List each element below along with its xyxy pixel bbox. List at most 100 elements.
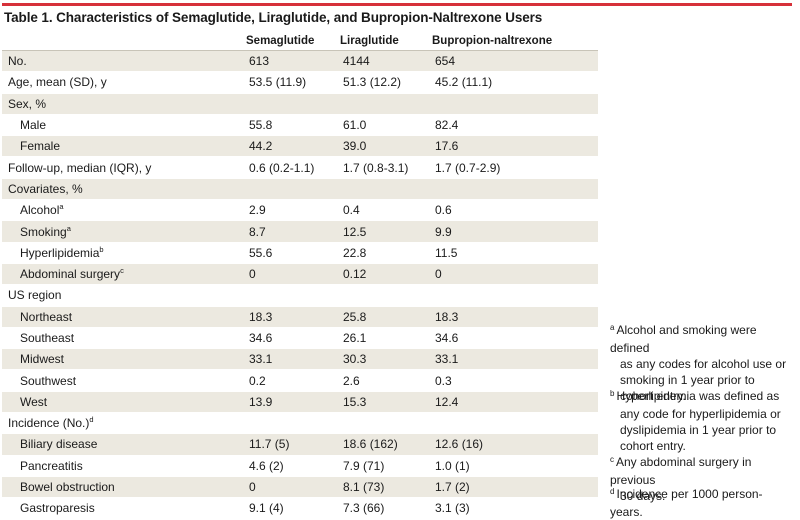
table-cell: 45.2 (11.1) [430, 71, 598, 94]
table-cell: 8.1 (73) [338, 475, 430, 498]
table-row: Northeast 18.3 25.8 18.3 [2, 305, 598, 328]
footnote-line: as any codes for alcohol use or [610, 356, 795, 372]
footnote-marker: b [99, 244, 104, 254]
table-cell: 4.6 (2) [244, 454, 338, 477]
row-label: Southeast [2, 326, 244, 349]
row-label: Covariates, % [2, 177, 244, 200]
table-cell: 0 [244, 262, 338, 285]
table-cell: 12.5 [338, 220, 430, 243]
row-label: Pancreatitis [2, 454, 244, 477]
footnote-marker: d [89, 415, 94, 425]
footnote-line: 30 days. [610, 488, 795, 504]
footnote-marker: c [610, 455, 614, 464]
footnote-text: Hyperlipidemia was defined as [616, 389, 780, 403]
footnote-text: any code for hyperlipidemia or [620, 407, 781, 421]
table-row: Southwest 0.2 2.6 0.3 [2, 369, 598, 392]
footnote-line: c Any abdominal surgery in previous [610, 454, 795, 488]
table-row: Alcohola 2.9 0.4 0.6 [2, 199, 598, 221]
table-cell: 9.1 (4) [244, 497, 338, 519]
row-label-text: Abdominal surgery [20, 267, 121, 282]
table-cell: 0.12 [338, 262, 430, 285]
table-row: Abdominal surgeryc 0 0.12 0 [2, 262, 598, 285]
row-label: Gastroparesis [2, 497, 244, 519]
table-cell: 18.3 [430, 305, 598, 328]
footnote-marker: b [610, 389, 615, 398]
row-label-text: West [20, 394, 48, 409]
row-label: Northeast [2, 305, 244, 328]
row-label-text: Southeast [20, 331, 75, 345]
table-row: US region [2, 284, 598, 307]
table-cell [338, 412, 430, 434]
row-label-text: Southwest [20, 373, 77, 388]
table-cell: 12.4 [430, 390, 598, 413]
table-cell: 4144 [338, 49, 430, 72]
table-row: Follow-up, median (IQR), y 0.6 (0.2-1.1) 1… [2, 156, 598, 179]
table-cell [338, 177, 430, 200]
row-label: Incidence (No.)d [2, 412, 244, 434]
table-cell: 613 [244, 49, 338, 72]
row-label-text: No. [8, 54, 27, 69]
table-cell: 44.2 [244, 135, 338, 157]
table-cell: 33.1 [244, 348, 338, 370]
table-body: No. 613 4144 654 Age, mean (SD), y 53.5 (11.9… [2, 49, 598, 519]
table-cell: 0.2 [244, 369, 338, 392]
table-cell [244, 92, 338, 115]
table-cell: 8.7 [244, 220, 338, 243]
row-label-text: Age, mean (SD), y [8, 75, 107, 90]
table-row: Gastroparesis 9.1 (4) 7.3 (66) 3.1 (3) [2, 497, 598, 519]
table-cell [338, 284, 430, 307]
row-label: Midwest [2, 348, 244, 370]
row-label: Abdominal surgeryc [2, 262, 244, 285]
table-cell: 7.3 (66) [338, 497, 430, 519]
characteristics-table: Semaglutide Liraglutide Bupropion-naltre… [2, 31, 598, 519]
row-label-text: Male [20, 118, 47, 133]
table-cell: 2.9 [244, 199, 338, 221]
footnote-line: cohort entry. [610, 438, 795, 454]
table-cell: 51.3 (12.2) [338, 71, 430, 94]
table-cell: 39.0 [338, 135, 430, 157]
table-cell [430, 92, 598, 115]
table-cell: 55.8 [244, 113, 338, 136]
table-cell: 0.3 [430, 369, 598, 392]
footnote-marker: a [66, 223, 71, 233]
table-cell: 22.8 [338, 241, 430, 264]
row-label-text: Biliary disease [20, 437, 98, 452]
table-cell: 33.1 [430, 348, 598, 370]
table-cell: 18.3 [244, 305, 338, 328]
footnote-text: Alcohol and smoking were defined [610, 323, 757, 355]
table-row: Age, mean (SD), y 53.5 (11.9) 51.3 (12.2) 4… [2, 71, 598, 94]
table-cell: 2.6 [338, 369, 430, 392]
footnote-line: b Hyperlipidemia was defined as [610, 388, 795, 406]
table-cell: 0.6 [430, 199, 598, 221]
table-row: No. 613 4144 654 [2, 49, 598, 72]
row-label: Hyperlipidemiab [2, 241, 244, 264]
row-label-text: Pancreatitis [20, 458, 83, 473]
row-label: Alcohola [2, 199, 244, 221]
title-rule [2, 3, 792, 6]
table-header-row: Semaglutide Liraglutide Bupropion-naltre… [2, 31, 598, 51]
footnote-text: Any abdominal surgery in previous [610, 455, 752, 487]
row-label-text: Hyperlipidemia [20, 245, 100, 260]
table-cell: 0 [430, 262, 598, 285]
table-cell: 3.1 (3) [430, 497, 598, 519]
row-label: Female [2, 135, 244, 157]
table-cell: 1.7 (2) [430, 475, 598, 498]
table-cell: 1.7 (0.8-3.1) [338, 156, 430, 179]
row-label-text: Smoking [20, 224, 67, 239]
table-row: Sex, % [2, 92, 598, 115]
table-cell [430, 177, 598, 200]
table-cell [430, 284, 598, 307]
footnote-line: cohort entry. [610, 388, 795, 404]
footnote-text: cohort entry. [620, 389, 686, 403]
footnote-text: smoking in 1 year prior to [620, 373, 755, 387]
table-cell: 0 [244, 475, 338, 498]
table-cell [244, 284, 338, 307]
row-label-text: US region [8, 288, 62, 303]
footnote-marker: a [59, 202, 64, 212]
table-cell: 18.6 (162) [338, 433, 430, 456]
column-header-semaglutide: Semaglutide [244, 31, 338, 51]
table-cell [430, 412, 598, 434]
footnote-marker: d [610, 487, 615, 496]
table-cell: 55.6 [244, 241, 338, 264]
footnote-text: dyslipidemia in 1 year prior to [620, 423, 777, 437]
